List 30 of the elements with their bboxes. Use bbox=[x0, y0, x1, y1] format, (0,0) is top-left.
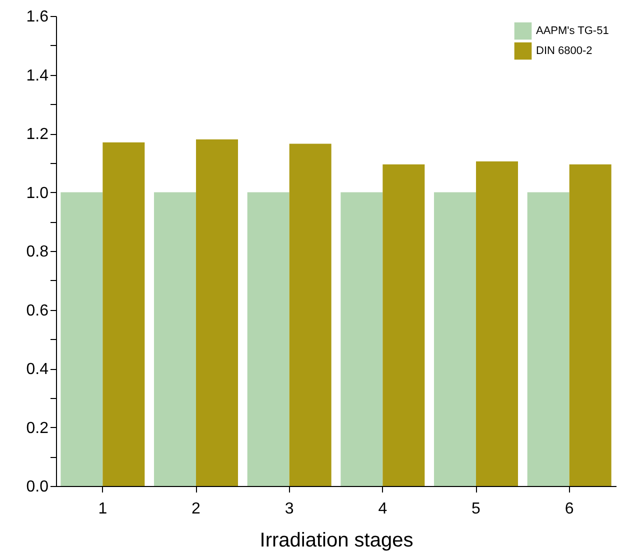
legend-label: AAPM's TG-51 bbox=[536, 25, 609, 37]
x-tick-label: 1 bbox=[98, 500, 108, 518]
bar bbox=[196, 139, 238, 486]
x-axis-title: Irradiation stages bbox=[260, 530, 414, 552]
legend-label: DIN 6800-2 bbox=[536, 45, 592, 57]
x-tick-label: 4 bbox=[378, 500, 388, 518]
bar bbox=[476, 161, 518, 486]
bar bbox=[247, 192, 290, 486]
x-tick-label: 3 bbox=[284, 500, 294, 518]
y-tick-label: 0.4 bbox=[26, 361, 49, 378]
y-tick-label: 1.2 bbox=[26, 126, 49, 143]
y-tick-label: 0.8 bbox=[26, 244, 49, 260]
y-tick-label: 0.2 bbox=[26, 420, 49, 437]
x-tick-label: 5 bbox=[472, 500, 481, 518]
bar bbox=[340, 192, 383, 486]
y-tick-label: 1.6 bbox=[26, 8, 49, 26]
bar bbox=[60, 192, 103, 486]
y-tick-label: 0.0 bbox=[26, 478, 49, 496]
bar bbox=[527, 192, 570, 486]
y-tick-label: 1.0 bbox=[26, 184, 49, 202]
bar bbox=[569, 164, 612, 486]
y-tick-label: 1.4 bbox=[26, 67, 49, 84]
y-tick-label: 0.6 bbox=[26, 302, 49, 320]
bar bbox=[289, 144, 332, 486]
bar bbox=[434, 192, 476, 486]
bar bbox=[382, 164, 425, 486]
x-tick-label: 6 bbox=[564, 500, 574, 518]
x-tick-label: 2 bbox=[192, 500, 201, 518]
bar bbox=[102, 142, 145, 486]
bar bbox=[154, 192, 196, 486]
